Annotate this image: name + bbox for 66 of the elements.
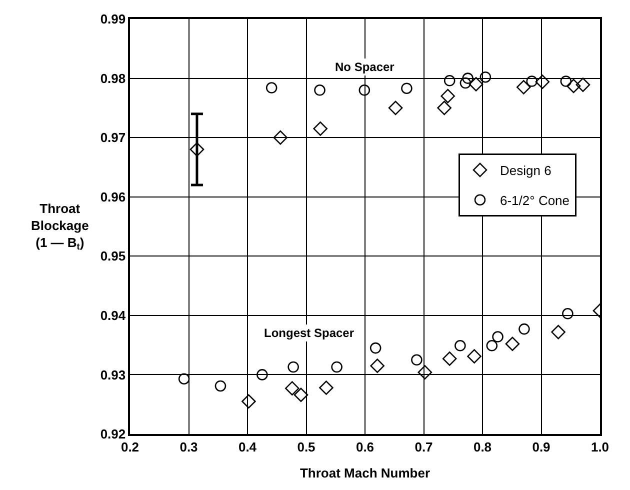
point: [460, 77, 472, 89]
y-tick-label: 0.95: [100, 248, 126, 264]
point: [266, 82, 278, 94]
point: [480, 71, 492, 83]
x-tick-label: 0.7: [414, 439, 433, 454]
x-axis-title: Throat Mach Number: [300, 465, 430, 480]
point: [518, 323, 530, 335]
point: [273, 130, 288, 145]
y-tick-label: 0.98: [100, 70, 126, 86]
point: [411, 354, 422, 366]
point: [190, 142, 204, 157]
point: [178, 373, 190, 385]
point: [505, 336, 520, 352]
point: [418, 365, 432, 380]
y-tick-label: 0.92: [100, 426, 126, 442]
point: [358, 84, 370, 96]
point: [462, 72, 474, 84]
y-tick-label: 0.97: [100, 130, 126, 146]
x-tick-label: 0.9: [532, 439, 550, 454]
y-tick-label: 0.99: [100, 12, 126, 27]
y-tick-label: 0.96: [100, 189, 126, 204]
x-tick-label: 0.2: [120, 439, 140, 454]
point: [526, 76, 538, 87]
y-tick-label: 0.93: [100, 367, 126, 382]
x-tick-label: 0.6: [356, 439, 374, 454]
point: [370, 342, 382, 354]
x-tick-label: 0.4: [238, 439, 258, 454]
point: [440, 88, 455, 104]
point: [467, 349, 482, 364]
point: [562, 308, 574, 320]
legend-label: Design 6: [500, 163, 552, 178]
x-tick-label: 0.3: [180, 439, 198, 454]
point: [551, 324, 566, 340]
point: [560, 76, 572, 87]
point: [388, 100, 403, 116]
point: [535, 74, 550, 89]
point: [256, 369, 268, 380]
point: [437, 100, 452, 116]
point: [370, 358, 384, 373]
point: [401, 82, 412, 94]
point: [486, 340, 498, 352]
x-tick-label: 0.8: [473, 439, 492, 454]
point: [314, 84, 326, 96]
point: [454, 340, 466, 352]
annotation: No Spacer: [335, 60, 395, 74]
y-tick-label: 0.94: [100, 308, 126, 323]
point: [516, 80, 531, 94]
legend-label: 6-1/2° Cone: [500, 192, 570, 208]
y-axis-title: Throat Blockage (1 — B$_{t}$): [31, 201, 89, 252]
point: [242, 394, 256, 409]
x-tick-label: 1.0: [590, 439, 610, 454]
point: [319, 380, 334, 395]
point: [288, 361, 299, 373]
point: [576, 78, 590, 92]
point: [294, 388, 308, 402]
point: [313, 122, 328, 136]
point: [285, 381, 300, 396]
point: [331, 361, 342, 373]
x-tick-label: 0.5: [297, 439, 316, 454]
point: [566, 78, 581, 94]
point: [214, 380, 226, 392]
annotation: Longest Spacer: [264, 326, 354, 340]
point: [442, 352, 457, 366]
point: [492, 331, 504, 342]
point: [468, 77, 484, 92]
point: [444, 75, 456, 86]
